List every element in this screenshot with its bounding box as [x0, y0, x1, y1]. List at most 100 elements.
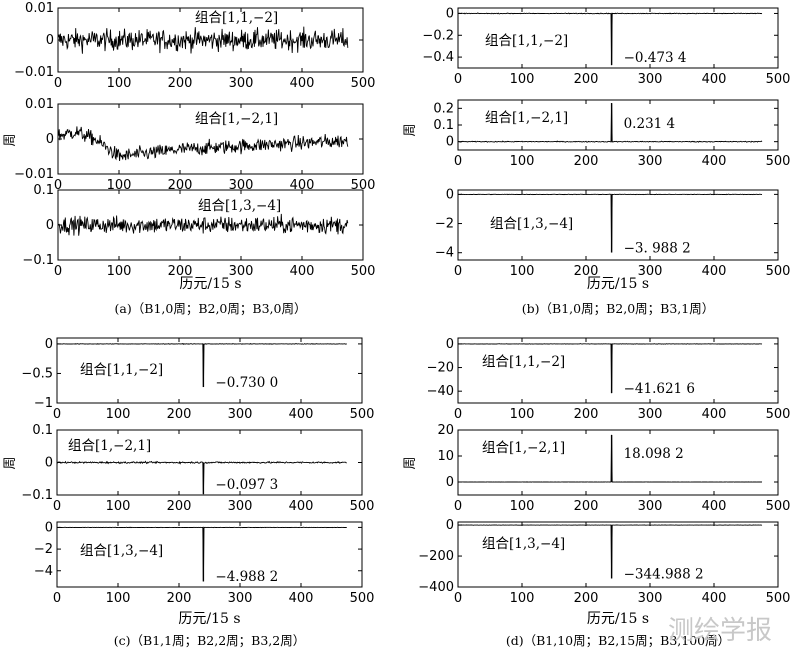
spike-value-label: −0.473 4 [624, 50, 687, 66]
y-tick-label: 0 [45, 456, 53, 471]
x-tick-label: 0 [454, 154, 462, 169]
spike-value-label: −4.988 2 [215, 569, 278, 585]
chart-caption: (b)（B1,0周；B2,0周；B3,1周） [522, 301, 714, 316]
x-tick-label: 0 [454, 264, 462, 279]
x-tick-label: 500 [351, 178, 376, 193]
chart-caption: (c)（B1,1周；B2,2周；B3,2周） [114, 633, 305, 648]
x-tick-label: 0 [53, 407, 61, 422]
x-tick-label: 300 [638, 154, 663, 169]
x-tick-label: 200 [574, 591, 599, 606]
x-tick-label: 500 [350, 591, 375, 606]
y-tick-label: −20 [427, 361, 454, 376]
chart-d: 0 100 200 300 400 500−40−200−41.621 6组合[1,1,−… [403, 337, 790, 648]
combination-label: 组合[1,−2,1] [485, 110, 568, 126]
combination-label: 组合[1,1,−2] [482, 354, 565, 370]
y-tick-label: −2 [34, 542, 53, 557]
x-tick-label: 500 [766, 72, 791, 87]
y-tick-label: −0.01 [14, 65, 54, 80]
y-tick-label: −4 [34, 564, 53, 579]
x-tick-label: 0 [454, 407, 462, 422]
x-tick-label: 100 [107, 76, 132, 91]
y-tick-label: −200 [418, 549, 454, 564]
panel-1: 0 100 200 300 400 500 −40 −20 0 −41.621 6 组合[1,1,−… [427, 337, 791, 422]
y-tick-label: 10 [437, 449, 454, 464]
x-tick-label: 200 [168, 264, 193, 279]
y-tick-label: −4 [435, 246, 454, 261]
plot-frame [56, 337, 363, 404]
x-tick-label: 200 [574, 264, 599, 279]
y-tick-label: 0 [46, 132, 54, 147]
y-tick-label: 0 [446, 337, 454, 352]
x-tick-label: 100 [106, 499, 131, 514]
x-tick-label: 500 [766, 407, 791, 422]
y-tick-label: −0.2 [422, 28, 454, 43]
x-axis-label: 历元/15 s [179, 276, 241, 292]
x-tick-label: 0 [54, 76, 62, 91]
spike-value-label: −0.730 0 [215, 375, 278, 391]
combination-label: 组合[1,3,−4] [490, 216, 573, 232]
y-tick-label: −2 [435, 217, 454, 232]
x-tick-label: 300 [229, 264, 254, 279]
combination-label: 组合[1,−2,1] [195, 111, 278, 127]
x-tick-label: 400 [290, 264, 315, 279]
series-line [57, 460, 347, 495]
combination-label: 组合[1,3,−4] [482, 536, 565, 552]
series-line [458, 524, 763, 579]
x-tick-label: 100 [107, 264, 132, 279]
combination-label: 组合[1,−2,1] [68, 438, 151, 454]
x-tick-label: 0 [54, 264, 62, 279]
x-tick-label: 500 [766, 499, 791, 514]
x-tick-label: 300 [638, 499, 663, 514]
y-tick-label: 0.1 [433, 118, 454, 133]
series-line [458, 434, 763, 483]
x-tick-label: 500 [766, 264, 791, 279]
y-axis-label: 周 [403, 123, 418, 136]
y-axis-label: 周 [403, 456, 418, 469]
x-tick-label: 500 [766, 591, 791, 606]
x-tick-label: 500 [350, 407, 375, 422]
combination-label: 组合[1,1,−2] [195, 10, 278, 26]
x-tick-label: 400 [702, 264, 727, 279]
x-tick-label: 400 [289, 499, 314, 514]
chart-caption: (a)（B1,0周；B2,0周；B3,0周） [115, 301, 307, 316]
plot-frame [56, 521, 363, 588]
panel-3: 0 100 200 300 400 500 −4 −2 0 −4.988 2 组合[1,3,−4] [34, 520, 375, 606]
x-tick-label: 0 [53, 591, 61, 606]
panel-2: 0 100 200 300 400 500 0 10 20 18.098 2 组合[1,−2,1] [437, 423, 790, 514]
x-tick-label: 100 [510, 154, 535, 169]
x-tick-label: 300 [229, 76, 254, 91]
watermark-text: 测绘学报 [668, 616, 772, 646]
x-tick-label: 300 [228, 591, 253, 606]
x-tick-label: 400 [702, 499, 727, 514]
panel-2: 0 100 200 300 400 500 0 0.1 0.2 0.231 4 组合[1,−2,1] [433, 99, 791, 169]
x-tick-label: 100 [510, 499, 535, 514]
x-tick-label: 400 [289, 591, 314, 606]
y-tick-label: 20 [437, 423, 454, 438]
y-tick-label: 0 [446, 6, 454, 21]
x-tick-label: 100 [510, 264, 535, 279]
y-tick-label: 0.01 [25, 1, 54, 16]
x-tick-label: 300 [228, 407, 253, 422]
series-line [458, 193, 763, 253]
y-tick-label: −0.01 [14, 167, 54, 182]
panel-3: 0 100 200 300 400 500 −4 −2 0 −3. 988 2 组合[1,3,−4] [435, 187, 791, 279]
y-tick-label: −0.1 [22, 253, 54, 268]
combination-label: 组合[1,1,−2] [485, 33, 568, 49]
y-tick-label: 0.01 [25, 97, 54, 112]
chart-b: 0 100 200 300 400 500 −0.4 −0.2 0 −0.473 4 组合[1,1,… [403, 6, 790, 316]
chart-caption: (d)（B1,10周；B2,15周；B3,100周） [506, 633, 730, 648]
plot-frame [457, 521, 779, 588]
y-tick-label: 0 [446, 518, 454, 533]
x-tick-label: 300 [229, 178, 254, 193]
x-tick-label: 500 [766, 154, 791, 169]
x-tick-label: 400 [290, 76, 315, 91]
y-tick-label: −0.1 [21, 488, 53, 503]
x-tick-label: 0 [454, 499, 462, 514]
chart-c: 0 100 200 300 400 500 −1 −0.5 0 −0.730 0 组合[1,1,−2… [3, 337, 374, 648]
x-tick-label: 300 [638, 264, 663, 279]
combination-label: 组合[1,3,−4] [80, 543, 163, 559]
